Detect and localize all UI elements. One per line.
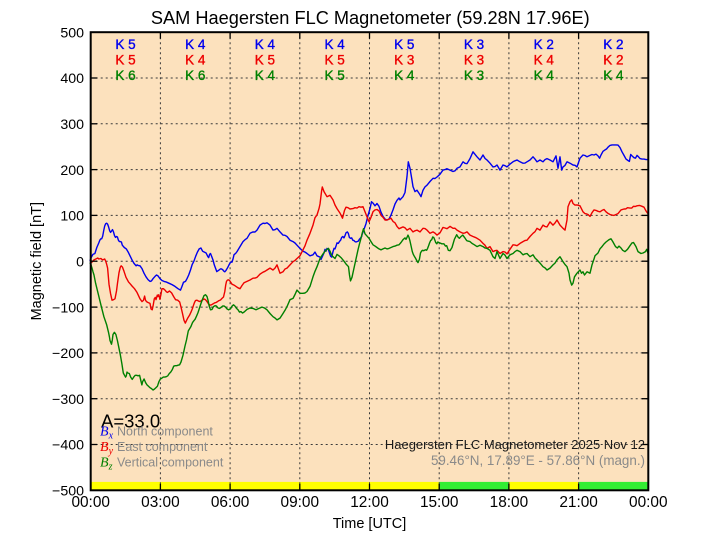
- svg-text:East component: East component: [117, 440, 208, 454]
- svg-text:Haegersten FLC Magnetometer 20: Haegersten FLC Magnetometer 2025 Nov 12: [385, 437, 645, 452]
- svg-text:K 4: K 4: [185, 37, 206, 52]
- svg-text:06:00: 06:00: [211, 494, 250, 511]
- svg-text:00:00: 00:00: [629, 494, 668, 511]
- svg-text:K 3: K 3: [394, 53, 414, 68]
- svg-text:300: 300: [60, 117, 84, 133]
- svg-text:North component: North component: [117, 425, 213, 439]
- svg-text:K 3: K 3: [464, 68, 484, 83]
- svg-text:100: 100: [60, 209, 84, 225]
- svg-text:K 6: K 6: [115, 68, 135, 83]
- svg-text:K 4: K 4: [603, 68, 624, 83]
- svg-text:K 4: K 4: [534, 68, 555, 83]
- svg-text:K 4: K 4: [534, 53, 555, 68]
- svg-text:K 4: K 4: [255, 68, 276, 83]
- svg-text:200: 200: [60, 163, 84, 179]
- svg-text:400: 400: [60, 71, 84, 87]
- svg-text:K 3: K 3: [464, 53, 484, 68]
- svg-text:03:00: 03:00: [141, 494, 180, 511]
- svg-text:K 5: K 5: [115, 53, 135, 68]
- svg-text:−200: −200: [52, 346, 84, 362]
- svg-text:K 4: K 4: [255, 37, 276, 52]
- svg-text:59.46°N, 17.89°E - 57.86°N (ma: 59.46°N, 17.89°E - 57.86°N (magn.): [431, 453, 645, 468]
- svg-text:12:00: 12:00: [350, 494, 389, 511]
- svg-text:−100: −100: [52, 300, 84, 316]
- svg-text:K 5: K 5: [324, 53, 344, 68]
- svg-text:K 5: K 5: [324, 68, 344, 83]
- svg-text:K 4: K 4: [185, 53, 206, 68]
- svg-text:−400: −400: [52, 438, 84, 454]
- svg-text:SAM Haegersten FLC Magnetomete: SAM Haegersten FLC Magnetometer (59.28N …: [151, 8, 590, 28]
- svg-text:K 4: K 4: [324, 37, 345, 52]
- svg-text:15:00: 15:00: [420, 494, 459, 511]
- svg-text:K 5: K 5: [255, 53, 275, 68]
- svg-text:K 2: K 2: [603, 53, 623, 68]
- svg-text:K 3: K 3: [464, 37, 484, 52]
- svg-text:−300: −300: [52, 392, 84, 408]
- svg-text:500: 500: [60, 25, 84, 41]
- svg-text:09:00: 09:00: [281, 494, 320, 511]
- svg-text:21:00: 21:00: [559, 494, 598, 511]
- svg-text:K 4: K 4: [394, 68, 415, 83]
- svg-text:A=33.0: A=33.0: [101, 411, 160, 432]
- svg-text:K 2: K 2: [534, 37, 554, 52]
- svg-text:K 5: K 5: [394, 37, 414, 52]
- svg-text:K 5: K 5: [115, 37, 135, 52]
- svg-text:Magnetic field [nT]: Magnetic field [nT]: [29, 202, 45, 320]
- svg-text:K 2: K 2: [603, 37, 623, 52]
- svg-text:Vertical component: Vertical component: [117, 456, 224, 470]
- svg-text:K 6: K 6: [185, 68, 205, 83]
- svg-text:0: 0: [76, 254, 84, 270]
- svg-text:18:00: 18:00: [490, 494, 529, 511]
- svg-text:00:00: 00:00: [71, 494, 110, 511]
- svg-text:Time [UTC]: Time [UTC]: [333, 516, 407, 532]
- svg-text:−500: −500: [52, 484, 84, 500]
